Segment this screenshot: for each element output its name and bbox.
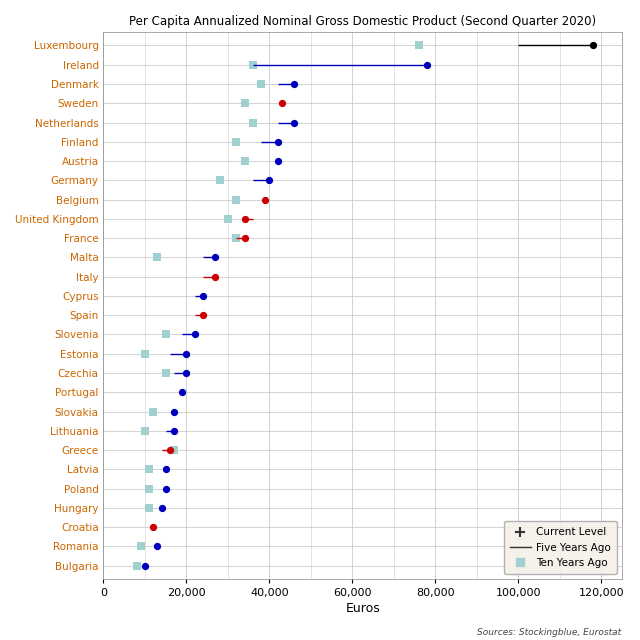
Point <box>273 156 283 166</box>
X-axis label: Euros: Euros <box>346 602 380 616</box>
Point <box>169 426 179 436</box>
Point <box>256 79 266 89</box>
Point <box>161 464 171 474</box>
Point <box>276 98 287 108</box>
Point <box>211 252 221 262</box>
Point <box>264 175 275 186</box>
Point <box>140 561 150 571</box>
Point <box>136 541 146 552</box>
Point <box>140 426 150 436</box>
Point <box>248 60 258 70</box>
Point <box>260 195 270 205</box>
Point <box>140 349 150 359</box>
Point <box>422 60 432 70</box>
Point <box>181 368 191 378</box>
Point <box>289 117 300 127</box>
Point <box>164 445 175 455</box>
Point <box>214 175 225 186</box>
Point <box>588 40 598 51</box>
Point <box>239 98 250 108</box>
Point <box>161 330 171 340</box>
Point <box>148 406 158 417</box>
Point <box>413 40 424 51</box>
Point <box>144 483 154 493</box>
Point <box>289 79 300 89</box>
Point <box>169 445 179 455</box>
Point <box>177 387 188 397</box>
Point <box>132 561 142 571</box>
Point <box>198 310 208 321</box>
Point <box>161 483 171 493</box>
Point <box>231 233 241 243</box>
Point <box>148 522 158 532</box>
Point <box>273 137 283 147</box>
Point <box>211 271 221 282</box>
Point <box>161 368 171 378</box>
Point <box>198 291 208 301</box>
Point <box>223 214 233 224</box>
Point <box>156 503 166 513</box>
Point <box>144 464 154 474</box>
Point <box>231 137 241 147</box>
Point <box>248 117 258 127</box>
Point <box>181 349 191 359</box>
Point <box>189 330 200 340</box>
Point <box>152 252 163 262</box>
Point <box>239 156 250 166</box>
Point <box>239 233 250 243</box>
Text: Sources: Stockingblue, Eurostat: Sources: Stockingblue, Eurostat <box>477 628 621 637</box>
Point <box>169 406 179 417</box>
Title: Per Capita Annualized Nominal Gross Domestic Product (Second Quarter 2020): Per Capita Annualized Nominal Gross Dome… <box>129 15 596 28</box>
Point <box>152 541 163 552</box>
Legend: Current Level, Five Years Ago, Ten Years Ago: Current Level, Five Years Ago, Ten Years… <box>504 521 617 574</box>
Point <box>239 214 250 224</box>
Point <box>144 503 154 513</box>
Point <box>231 195 241 205</box>
